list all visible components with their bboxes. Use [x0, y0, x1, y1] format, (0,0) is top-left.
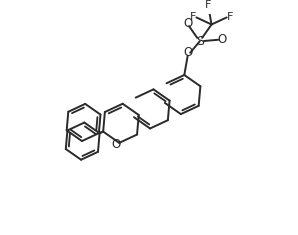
Text: F: F	[204, 0, 211, 10]
Text: O: O	[183, 46, 192, 59]
Text: F: F	[227, 12, 234, 22]
Text: F: F	[190, 12, 196, 22]
Text: O: O	[184, 17, 193, 30]
Text: S: S	[196, 35, 204, 48]
Text: O: O	[112, 138, 121, 151]
Text: O: O	[218, 33, 227, 46]
